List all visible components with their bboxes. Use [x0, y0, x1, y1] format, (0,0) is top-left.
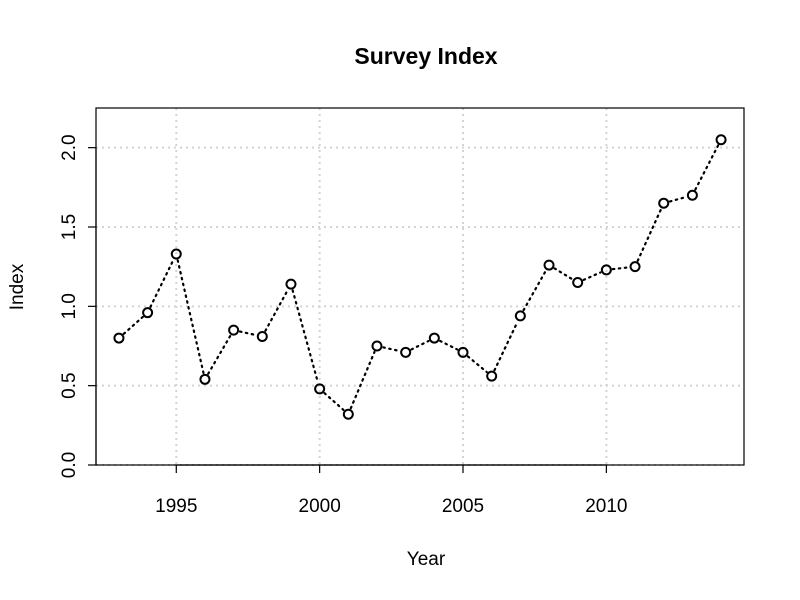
series-line-segment: [323, 392, 345, 412]
data-point: [428, 332, 440, 344]
data-point: [629, 261, 641, 273]
x-tick-label: 2005: [442, 496, 484, 517]
series-line-segment: [694, 144, 720, 191]
data-point: [342, 408, 354, 420]
series-line-segment: [176, 259, 205, 375]
x-tick-label: 2010: [585, 496, 627, 517]
series-line-segment: [238, 330, 258, 337]
series-line-segment: [522, 269, 547, 312]
y-tick-label: 1.5: [59, 214, 80, 240]
axes: 1995 2000 2005 2010 0.0 0.5 1.0 1.5 2.0: [59, 134, 628, 517]
series-line-segment: [410, 339, 430, 351]
y-tick-label: 2.0: [59, 134, 80, 160]
series-line-segment: [149, 258, 175, 308]
data-point: [600, 264, 612, 276]
data-point: [686, 189, 698, 201]
series-line-segment: [493, 320, 519, 372]
y-tick-label: 0.5: [59, 372, 80, 398]
series-line-segment: [439, 339, 459, 351]
y-axis-label: Index: [7, 263, 28, 310]
data-point: [113, 332, 125, 344]
data-point: [199, 373, 211, 385]
series-line-segment: [122, 315, 144, 335]
data-point: [170, 248, 182, 260]
data-point: [142, 307, 154, 319]
series-line-segment: [382, 346, 401, 353]
plot-frame: [95, 107, 745, 466]
grid-lines: [96, 108, 744, 466]
y-tick-label: 1.0: [59, 293, 80, 319]
series-line-segment: [349, 350, 376, 410]
data-point: [457, 346, 469, 358]
series-line-segment: [466, 355, 488, 374]
series-line-segment: [291, 289, 320, 384]
series-line-segment: [636, 208, 663, 262]
data-point: [371, 340, 383, 352]
series-line-segment: [553, 267, 574, 281]
y-tick-label: 0.0: [59, 452, 80, 478]
data-point: [228, 324, 240, 336]
series-line-segment: [582, 271, 602, 282]
data-point: [285, 278, 297, 290]
data-point: [514, 310, 526, 322]
series-line-segment: [611, 266, 630, 271]
data-point: [572, 277, 584, 289]
series-line-segment: [207, 334, 232, 375]
x-axis-label: Year: [407, 549, 446, 570]
x-tick-label: 2000: [299, 496, 341, 517]
data-point: [256, 330, 268, 342]
series-line-segment: [668, 195, 688, 203]
series-line-segment: [264, 288, 289, 332]
chart-title: Survey Index: [354, 43, 497, 69]
data-point: [715, 134, 727, 146]
data-point: [486, 370, 498, 382]
x-tick-label: 1995: [155, 496, 197, 517]
data-point: [314, 383, 326, 395]
data-series: [113, 134, 727, 420]
data-point: [400, 346, 412, 358]
data-point: [658, 197, 670, 209]
data-point: [543, 259, 555, 271]
